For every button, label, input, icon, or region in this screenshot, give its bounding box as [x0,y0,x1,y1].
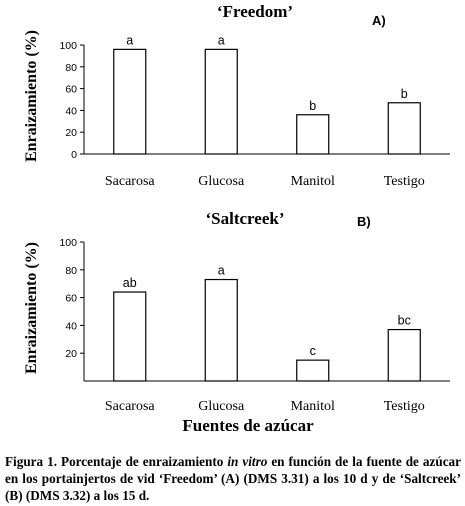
chart-a-x-tick-label: Testigo [384,174,425,189]
chart-a-bar [296,114,330,155]
chart-panel-a: ‘Freedom’ A) Enraizamiento (%) 0 20 40 60 80… [23,2,450,189]
chart-a-panel-label: A) [372,13,386,28]
chart-a-y-axis-label: Enraizamiento (%) [23,30,40,162]
caption-italic-text: in vitro [227,454,268,469]
chart-b-bar [296,359,330,382]
chart-b-panel-label: B) [357,214,371,229]
chart-a-plot-area: 0 20 40 60 80 100 a Sacarosa a Glucosa b Manitol b Te… [59,33,450,189]
chart-b-x-tick-label: Glucosa [198,399,245,414]
chart-b-x-tick-label: Testigo [384,399,425,414]
chart-b-data-label: bc [398,314,411,328]
chart-a-x-tick-label: Sacarosa [105,174,156,189]
chart-b-y-tick-label: 80 [65,265,77,277]
chart-a-x-tick-label: Manitol [291,174,335,189]
chart-b-x-tick-label: Sacarosa [105,399,156,414]
chart-b-data-label: ab [123,276,137,290]
chart-a-data-label: b [309,99,316,113]
chart-b-bar [387,328,421,382]
chart-a-y-tick-label: 0 [71,149,77,161]
chart-a-y-tick-label: 60 [65,84,77,96]
chart-b-bar [113,291,147,382]
caption-text-start: Figura 1. Porcentaje de enraizamiento [5,454,228,469]
chart-a-title: ‘Freedom’ [217,2,293,21]
chart-b-y-tick-label: 20 [65,348,77,360]
chart-a-y-tick-label: 100 [59,40,77,52]
chart-a-y-tick-label: 80 [65,62,77,74]
chart-b-y-tick-label: 100 [59,237,77,249]
chart-b-y-axis-label: Enraizamiento (%) [23,242,40,374]
figure-caption: Figura 1. Porcentaje de enraizamiento in… [5,453,461,504]
chart-b-bar [204,278,238,382]
chart-b-plot-area: 20 40 60 80 100 ab Sacarosa a Glucosa c Manitol bc T… [59,237,450,414]
chart-a-data-label: a [126,33,133,47]
chart-b-x-axis-label: Fuentes de azúcar [182,416,314,435]
chart-a-y-tick-label: 20 [65,127,77,139]
chart-b-data-label: c [310,344,316,358]
chart-panel-b: ‘Saltcreek’ B) Enraizamiento (%) 20 40 60 8… [23,209,450,435]
chart-b-data-label: a [218,264,225,278]
caption-text-end: en función de la fuente de azúcar en los… [5,454,462,503]
chart-a-bar [387,102,421,155]
chart-a-data-label: b [401,87,408,101]
chart-b-title: ‘Saltcreek’ [206,209,285,228]
chart-a-bar [204,48,238,155]
chart-a-x-tick-label: Glucosa [198,174,245,189]
chart-b-y-tick-label: 40 [65,320,77,332]
chart-b-x-tick-label: Manitol [291,399,335,414]
figure-canvas: ‘Freedom’ A) Enraizamiento (%) 0 20 40 60 80… [23,2,450,435]
chart-a-y-tick-label: 40 [65,105,77,117]
chart-b-y-tick-label: 60 [65,293,77,305]
chart-a-bar [113,48,147,155]
chart-a-data-label: a [218,33,225,47]
